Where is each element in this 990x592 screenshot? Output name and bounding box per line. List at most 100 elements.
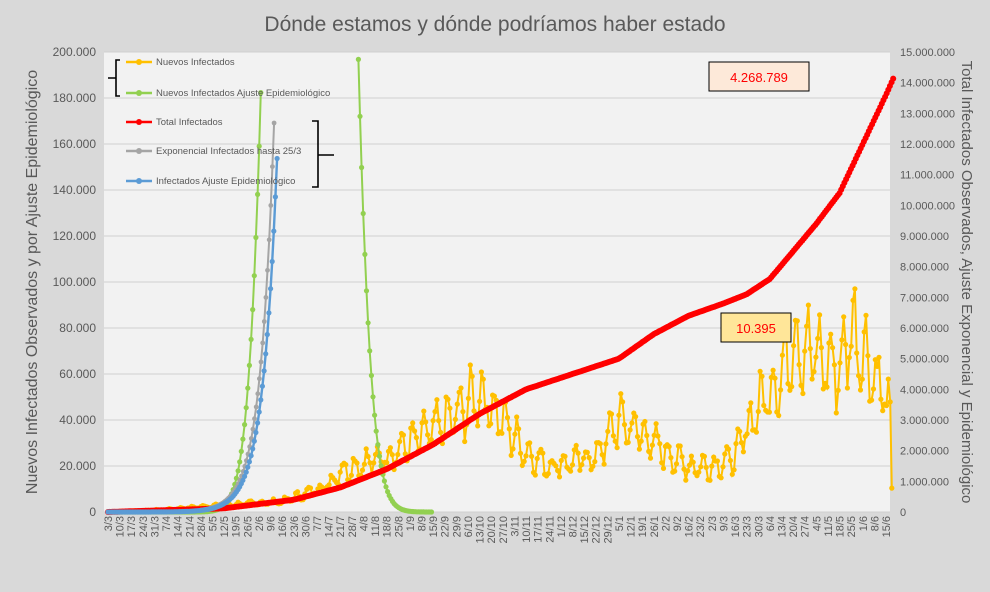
data-point [488,421,494,427]
data-point [512,431,518,437]
data-point [673,461,680,467]
data-point [527,440,533,446]
data-point [633,414,639,420]
data-point [856,373,862,379]
data-point [263,351,269,357]
x-tick-label: 2/3 [707,516,719,531]
data-point [256,143,262,149]
x-tick-label: 1/12 [556,516,568,537]
data-point [362,251,368,257]
data-point [423,419,429,425]
data-point [748,400,754,406]
data-point [779,352,786,358]
x-tick-label: 16/6 [277,516,289,537]
x-tick-label: 24/11 [544,516,556,543]
data-point [846,354,852,361]
data-point [746,407,752,414]
data-point [436,418,442,424]
data-point [579,462,585,468]
data-point [744,431,750,437]
x-tick-label: 30/6 [300,516,312,537]
data-point [660,465,667,471]
data-point [841,314,847,320]
data-point [243,469,249,475]
data-point [883,402,890,409]
data-point [384,460,390,466]
data-point [861,329,867,335]
data-point [718,475,724,481]
data-point [828,331,834,337]
data-point [260,340,266,346]
data-point [534,455,540,462]
y-tick-label: 180.000 [53,91,97,105]
data-point [361,461,367,467]
data-point [813,354,819,360]
data-point [733,441,739,447]
data-point [725,446,732,452]
data-point [696,469,702,475]
legend-marker [136,119,142,125]
x-tick-label: 31/3 [149,516,161,537]
data-point [354,460,360,466]
x-tick-label: 3/3 [103,516,115,531]
data-point [666,444,672,450]
x-tick-label: 7/7 [312,516,324,531]
data-point [375,442,381,448]
data-point [621,422,628,428]
data-point [555,467,561,474]
data-point [757,368,763,374]
data-point [529,453,535,459]
x-tick-label: 5/5 [208,516,220,531]
data-point [271,228,277,234]
data-point [264,331,270,338]
y2-tick-label: 10.000.000 [900,200,955,212]
data-point [672,468,678,474]
data-point [872,357,878,363]
data-point [616,412,622,418]
x-tick-label: 15/9 [428,516,440,537]
data-point [612,438,618,444]
data-point [261,319,267,324]
x-tick-label: 27/4 [800,516,812,537]
data-point [430,418,436,424]
y-tick-label: 160.000 [53,137,97,151]
data-point [553,463,559,469]
data-point [805,302,812,308]
data-point [759,373,765,379]
y2-tick-label: 9.000.000 [900,231,949,243]
data-point [465,395,471,401]
x-tick-label: 13/4 [776,516,788,537]
data-point [686,462,693,468]
data-point [577,467,583,473]
data-point [337,469,343,475]
x-tick-label: 18/8 [382,516,394,537]
data-point [253,429,259,436]
data-point [255,420,261,426]
x-tick-label: 25/8 [393,516,405,537]
data-point [727,457,734,464]
data-point [603,441,609,447]
y2-tick-label: 8.000.000 [900,262,949,274]
data-point [679,454,685,460]
data-point [240,477,246,483]
y-tick-label: 140.000 [53,183,97,197]
data-point [428,437,434,443]
x-tick-label: 6/10 [463,516,475,537]
y-axis-label: Nuevos Infectados Observados y por Ajust… [24,70,41,494]
chart-title: Dónde estamos y dónde podríamos haber es… [264,13,725,36]
data-point [250,426,256,432]
y2-tick-label: 11.000.000 [900,170,954,182]
data-point [499,430,505,436]
data-point [454,401,460,407]
data-point [253,404,259,410]
x-tick-label: 15/6 [881,516,893,537]
data-point [584,449,590,455]
data-point [638,438,644,444]
x-tick-label: 29/9 [451,516,463,537]
data-point [703,464,709,470]
x-tick-label: 9/6 [266,516,278,531]
data-point [837,360,843,366]
data-point [870,386,877,392]
y-tick-label: 100.000 [53,275,97,289]
data-point [245,464,251,470]
